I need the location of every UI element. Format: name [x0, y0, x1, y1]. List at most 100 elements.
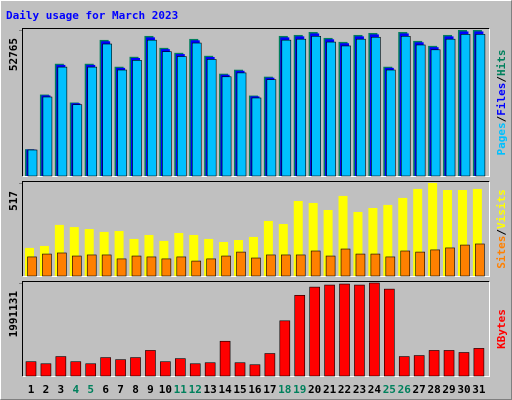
bar: [159, 240, 169, 276]
legend-entry: Hits: [495, 50, 508, 77]
bar: [428, 183, 438, 276]
bar: [460, 34, 471, 177]
bar: [55, 356, 67, 377]
plot-bevel-dark: [22, 28, 490, 177]
x-tick-label: 21: [323, 383, 337, 396]
bar: [147, 39, 157, 177]
bar: [398, 356, 410, 377]
bar: [445, 38, 456, 177]
x-tick-label: 30: [457, 383, 470, 396]
bar: [294, 294, 306, 377]
x-tick-label: 24: [368, 383, 382, 396]
x-tick-label: 31: [472, 383, 486, 396]
bar: [102, 43, 112, 177]
legend-entry: Files: [495, 83, 508, 116]
bar: [87, 66, 98, 177]
bar: [84, 229, 94, 276]
x-tick-label: 27: [413, 383, 426, 396]
plot-bevel-light: [22, 28, 490, 177]
bar: [57, 66, 68, 177]
legend: Sites/Visits: [495, 189, 508, 269]
bar: [204, 362, 216, 377]
bar: [206, 258, 216, 277]
y-tick-label: 1991131: [7, 291, 20, 338]
bar: [295, 254, 306, 277]
plot-bevel-light: [22, 281, 490, 377]
bar: [371, 36, 381, 177]
bar: [191, 42, 202, 177]
bar: [339, 283, 350, 377]
bar: [473, 348, 485, 377]
bar: [57, 252, 67, 277]
x-tick-label: 10: [159, 383, 172, 396]
bar: [221, 76, 232, 177]
x-tick-label: 18: [278, 383, 291, 396]
x-tick-label: 2: [43, 383, 50, 396]
x-tick-label: 11: [174, 383, 188, 396]
bar: [189, 363, 201, 377]
bar: [144, 234, 154, 276]
x-tick-label: 4: [72, 383, 79, 396]
bar: [86, 254, 97, 277]
bar: [236, 251, 246, 277]
bar: [130, 357, 141, 377]
bar: [27, 149, 38, 177]
bar: [279, 320, 291, 377]
bar: [457, 190, 467, 276]
x-tick-label: 17: [263, 383, 276, 396]
bar: [309, 286, 320, 377]
bar: [443, 350, 455, 377]
bar: [54, 224, 64, 276]
bar: [206, 59, 217, 177]
bar: [323, 209, 333, 276]
bar: [42, 96, 53, 177]
legend: Pages/Files/Hits: [495, 50, 508, 156]
x-tick-label: 28: [427, 383, 440, 396]
chart-title: Daily usage for March 2023: [6, 9, 178, 22]
bar: [356, 38, 366, 177]
bar: [386, 69, 396, 177]
plot-bevel-dark: [22, 181, 490, 277]
bar: [415, 44, 426, 177]
x-tick-label: 1: [28, 383, 35, 396]
y-tick-label: 52765: [7, 38, 20, 71]
bar: [281, 254, 291, 277]
bar: [368, 208, 378, 276]
plot-bevel-dark: [22, 281, 490, 377]
bar: [251, 257, 261, 277]
bar: [400, 250, 411, 277]
bar: [131, 255, 142, 277]
bar: [370, 253, 381, 277]
bar: [204, 238, 214, 276]
bar: [384, 288, 395, 377]
bar: [340, 248, 351, 277]
bar: [354, 284, 365, 377]
bar: [341, 45, 351, 177]
x-tick-label: 16: [248, 383, 262, 396]
bar: [99, 231, 109, 276]
x-tick-label: 19: [293, 383, 306, 396]
bar: [293, 200, 303, 276]
bar: [308, 202, 318, 276]
bar: [460, 244, 470, 277]
bar: [415, 251, 425, 277]
bar: [191, 260, 202, 277]
bar: [114, 231, 124, 276]
bar: [430, 249, 440, 277]
x-tick-label: 12: [189, 383, 202, 396]
bar: [115, 359, 126, 377]
x-tick-label: 7: [117, 383, 124, 396]
bar: [27, 256, 37, 277]
bar: [85, 363, 97, 377]
plot-area: [22, 281, 490, 377]
bar: [443, 190, 453, 276]
x-tick-label: 6: [102, 383, 109, 396]
bar: [325, 255, 336, 277]
bar: [219, 340, 231, 377]
bar: [430, 49, 441, 177]
bar: [472, 188, 482, 276]
x-tick-label: 5: [87, 383, 94, 396]
bar: [100, 357, 111, 377]
legend-entry: Visits: [495, 189, 508, 229]
